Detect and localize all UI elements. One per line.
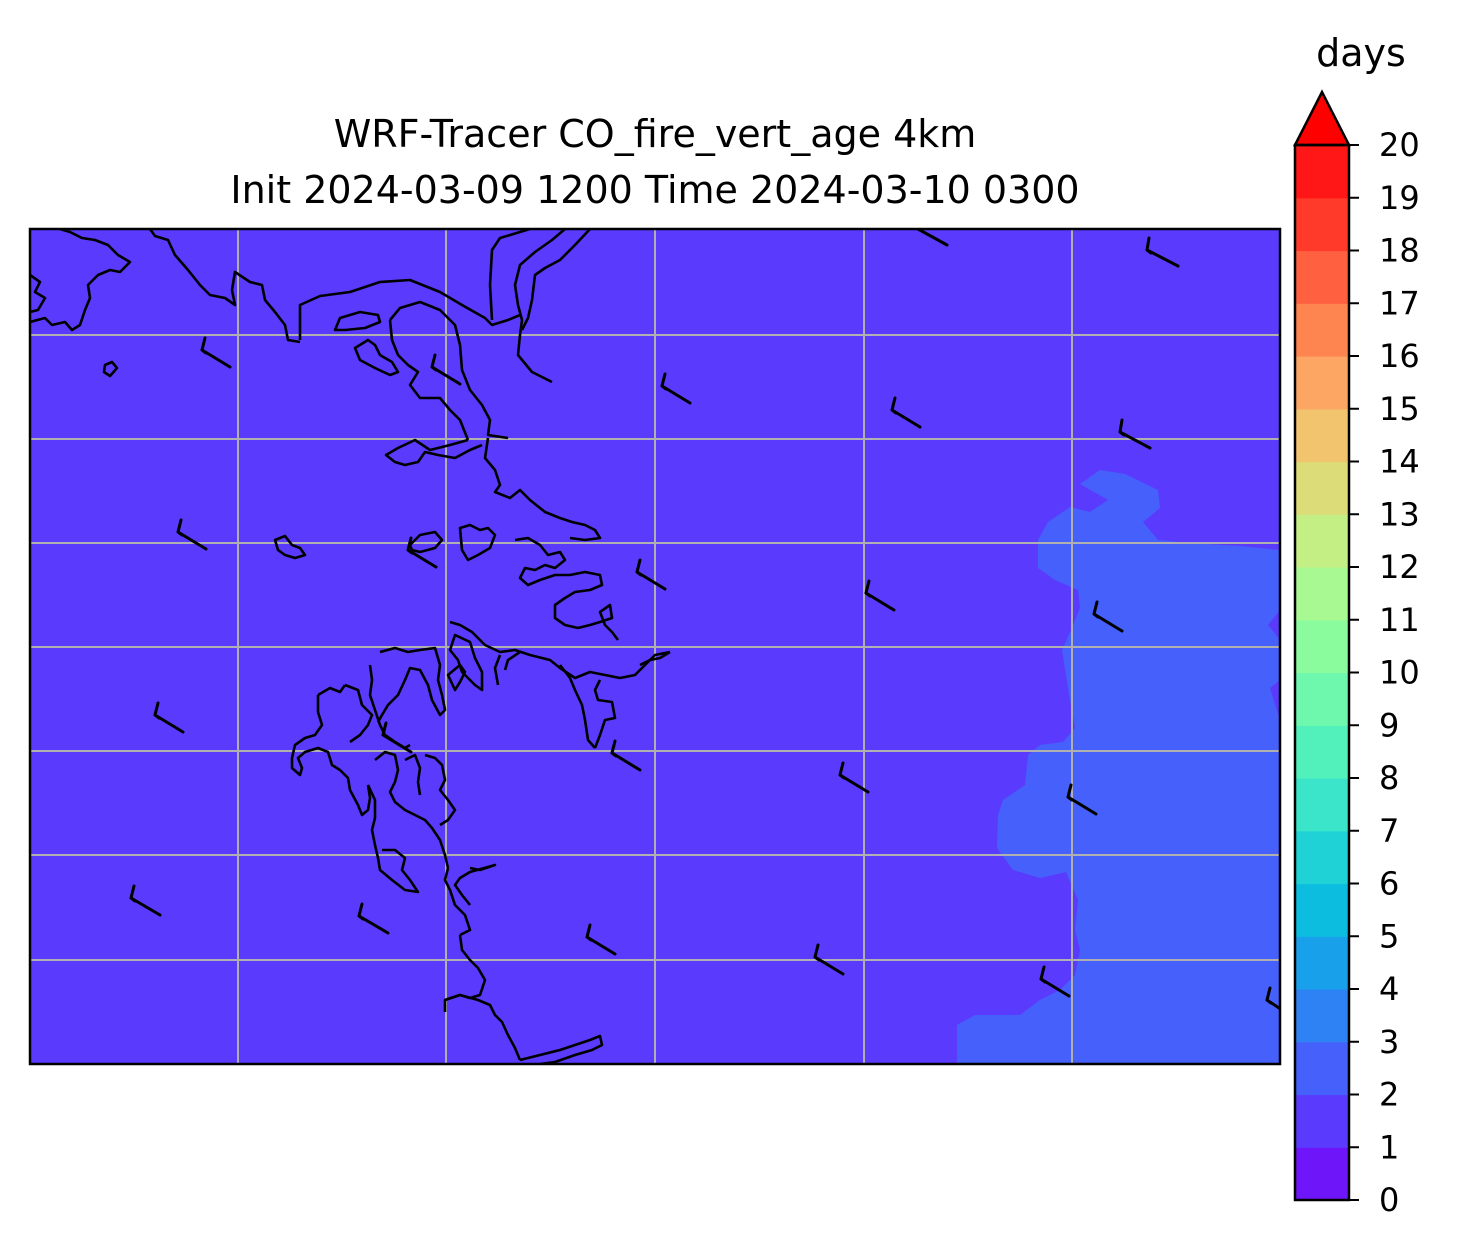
colorbar-segment [1295, 830, 1349, 885]
colorbar-segment [1295, 250, 1349, 304]
colorbar-tick-label: 9 [1379, 706, 1399, 744]
colorbar-segment [1295, 883, 1349, 937]
colorbar-segment [1295, 936, 1349, 990]
colorbar-segment [1295, 672, 1349, 726]
title-line-1: WRF-Tracer CO_fire_vert_age 4km [333, 112, 977, 156]
colorbar-tick-label: 17 [1379, 284, 1420, 322]
map-title: WRF-Tracer CO_fire_vert_age 4km Init 202… [30, 106, 1280, 218]
colorbar-tick-label: 11 [1379, 601, 1420, 639]
colorbar-tick-label: 20 [1379, 126, 1420, 164]
colorbar-segment [1295, 514, 1349, 568]
colorbar-segment [1295, 1041, 1349, 1096]
map-gridlines [30, 229, 1280, 1064]
colorbar-extend-arrow [1292, 89, 1352, 147]
colorbar-tick-label: 6 [1379, 865, 1399, 903]
colorbar-segment [1295, 303, 1349, 357]
wind-barbs [129, 229, 1280, 1011]
colorbar-segment [1295, 356, 1349, 410]
colorbar-segment [1295, 567, 1349, 621]
colorbar-tick-label: 1 [1379, 1128, 1399, 1166]
colorbar-tick-label: 0 [1379, 1181, 1399, 1219]
coastlines [30, 229, 671, 1064]
colorbar-tick-label: 5 [1379, 917, 1399, 955]
colorbar-unit-label: days [1316, 31, 1406, 75]
colorbar-segment [1295, 461, 1349, 515]
colorbar-segment [1295, 1094, 1349, 1148]
colorbar-tick-label: 13 [1379, 495, 1420, 533]
colorbar-segment [1295, 1147, 1349, 1201]
colorbar-tick-label: 12 [1379, 548, 1420, 586]
colorbar-segment [1295, 619, 1349, 674]
colorbar-tick-label: 2 [1379, 1076, 1399, 1114]
colorbar-tick-label: 14 [1379, 443, 1420, 481]
colorbar-tick-label: 15 [1379, 390, 1420, 428]
colorbar-tick-label: 10 [1379, 654, 1420, 692]
colorbar-segment [1295, 408, 1349, 463]
colorbar-tick-label: 8 [1379, 759, 1399, 797]
colorbar-segment [1295, 778, 1349, 832]
title-line-2: Init 2024-03-09 1200 Time 2024-03-10 030… [230, 168, 1080, 212]
colorbar-segment [1295, 197, 1349, 252]
colorbar-segments [1295, 145, 1349, 1201]
colorbar-tick-label: 4 [1379, 970, 1399, 1008]
colorbar-tick-label: 7 [1379, 812, 1399, 850]
colorbar-tick-label: 16 [1379, 337, 1420, 375]
tracer-age-contour-1-2-days [957, 470, 1280, 1064]
colorbar-segment [1295, 989, 1349, 1043]
colorbar-tick-label: 18 [1379, 232, 1420, 270]
colorbar-tick-label: 3 [1379, 1023, 1399, 1061]
colorbar-segment [1295, 725, 1349, 779]
colorbar-segment [1295, 145, 1349, 199]
colorbar-tick-label: 19 [1379, 179, 1420, 217]
map-frame [28, 227, 1282, 1066]
